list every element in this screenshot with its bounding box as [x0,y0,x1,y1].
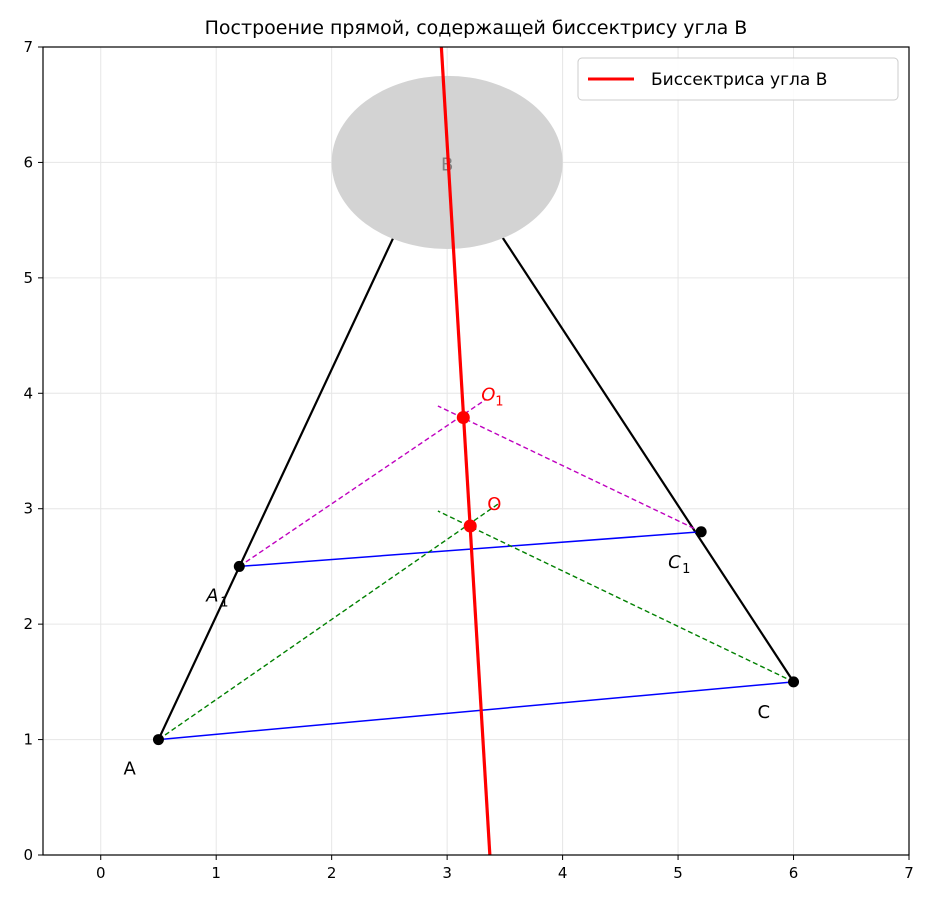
x-tick-label: 3 [442,864,452,882]
y-tick-label: 4 [23,384,33,402]
x-tick-label: 4 [558,864,568,882]
axis-ticks: 0 1 2 3 4 5 6 7 0 1 2 3 4 5 6 7 [23,38,913,882]
side-line-cb [479,203,795,683]
side-line-ab [157,201,412,741]
x-tick-label: 7 [904,864,914,882]
segment-ac [158,681,794,741]
label-a1-sub: 1 [220,595,228,610]
y-tick-label: 0 [23,846,33,864]
x-tick-label: 2 [327,864,337,882]
y-tick-label: 6 [23,153,33,171]
label-a: A [123,759,136,780]
y-tick-label: 2 [23,615,33,633]
y-tick-label: 3 [23,500,33,518]
magenta-diagonal-1 [238,398,487,568]
magenta-diagonal-2 [437,405,702,533]
green-diagonal-1 [158,503,499,741]
plot-area: B [152,47,800,855]
point-a [152,734,164,746]
y-tick-label: 7 [23,38,33,56]
point-c [788,676,800,688]
legend: Биссектриса угла B [577,57,899,101]
legend-box [577,57,899,101]
legend-bisector-label: Биссектриса угла B [651,70,827,90]
y-tick-label: 1 [23,731,33,749]
green-diagonal-2 [437,510,794,683]
x-tick-label: 5 [673,864,683,882]
point-a1 [233,560,245,572]
label-c1-sub: 1 [682,562,690,577]
label-o1-sub: 1 [495,395,503,410]
chart-title: Построение прямой, содержащей биссектрис… [205,17,748,39]
x-tick-label: 0 [96,864,106,882]
label-o1-base: O [481,385,495,406]
axes-frame [42,46,910,856]
label-c: C [758,702,771,723]
point-c1 [695,526,707,538]
x-tick-label: 1 [211,864,221,882]
label-c1-base: C [668,552,681,573]
point-o1 [456,411,470,425]
x-tick-label: 6 [789,864,799,882]
label-o: O [487,494,501,515]
bisector-line [439,47,492,855]
point-o [463,519,477,533]
y-tick-label: 5 [23,269,33,287]
label-a1-base: A [205,585,218,606]
